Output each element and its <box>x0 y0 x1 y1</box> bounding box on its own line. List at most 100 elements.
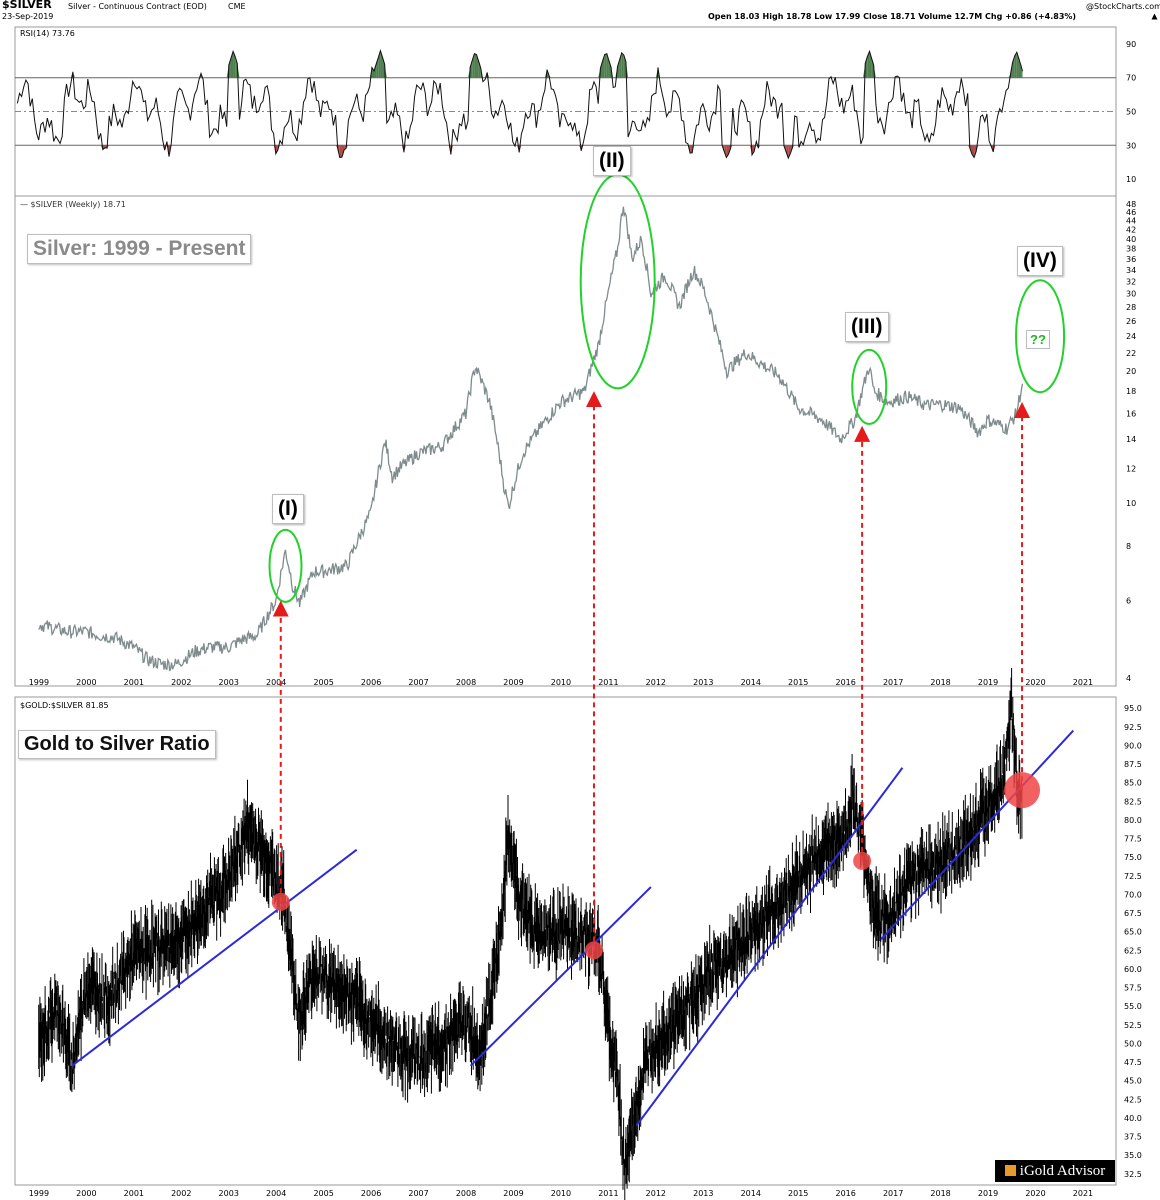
price-y-tick: 32 <box>1126 277 1136 286</box>
rsi-y-tick: 70 <box>1126 74 1136 83</box>
brand-square-icon <box>1004 1165 1016 1176</box>
header-date: 23-Sep-2019 <box>2 12 54 21</box>
rsi-overbought-fill <box>1014 52 1017 78</box>
ratio-x-tick: 2002 <box>171 1189 191 1198</box>
ratio-x-tick: 2012 <box>646 1189 666 1198</box>
ratio-y-tick: 60.0 <box>1124 965 1142 974</box>
ratio-x-tick: 2014 <box>741 1189 761 1198</box>
price-x-tick: 2017 <box>883 678 903 687</box>
wave-label-4: (IV) <box>1017 246 1063 276</box>
price-x-tick: 2014 <box>741 678 761 687</box>
ratio-x-tick: 2016 <box>835 1189 855 1198</box>
price-x-tick: 2004 <box>266 678 286 687</box>
price-y-tick: 40 <box>1126 235 1136 244</box>
rsi-overbought-fill <box>382 57 385 78</box>
ratio-y-tick: 90.0 <box>1124 741 1142 750</box>
ratio-x-tick: 2000 <box>76 1189 96 1198</box>
ratio-x-tick: 2007 <box>408 1189 428 1198</box>
ratio-x-tick: 2009 <box>503 1189 523 1198</box>
rsi-y-tick: 50 <box>1126 108 1136 117</box>
ellipse-wave-4 <box>1015 279 1066 394</box>
price-x-tick: 2019 <box>978 678 998 687</box>
price-y-tick: 44 <box>1126 217 1136 226</box>
price-y-tick: 26 <box>1126 317 1136 326</box>
header-description: Silver - Continuous Contract (EOD) <box>68 2 207 11</box>
ratio-bar-path <box>38 667 1023 1200</box>
price-x-tick: 2015 <box>788 678 808 687</box>
ratio-y-tick: 50.0 <box>1124 1039 1142 1048</box>
price-x-tick: 2000 <box>76 678 96 687</box>
ratio-y-tick: 47.5 <box>1124 1058 1142 1067</box>
ratio-y-tick: 75.0 <box>1124 853 1142 862</box>
ratio-trendline-2 <box>469 886 652 1067</box>
ratio-y-tick: 85.0 <box>1124 779 1142 788</box>
price-y-tick: 8 <box>1126 542 1131 551</box>
header-source[interactable]: @StockCharts.com <box>1086 2 1160 11</box>
ratio-trendline-3 <box>635 767 904 1126</box>
rsi-y-tick: 90 <box>1126 40 1136 49</box>
ratio-y-tick: 52.5 <box>1124 1021 1142 1030</box>
price-x-tick: 2005 <box>313 678 333 687</box>
rsi-overbought-fill <box>608 60 612 78</box>
rsi-overbought-fill <box>478 61 481 78</box>
ratio-y-tick: 72.5 <box>1124 872 1142 881</box>
ratio-y-tick: 92.5 <box>1124 723 1142 732</box>
rsi-y-tick: 30 <box>1126 141 1136 150</box>
rsi-oversold-fill <box>786 145 789 159</box>
price-y-tick: 46 <box>1126 208 1136 217</box>
ratio-x-tick: 2015 <box>788 1189 808 1198</box>
price-y-tick: 36 <box>1126 255 1136 264</box>
rsi-oversold-fill <box>788 145 791 159</box>
price-x-tick: 2020 <box>1025 678 1045 687</box>
price-y-tick: 28 <box>1126 303 1136 312</box>
ellipse-wave-2 <box>579 173 656 390</box>
ratio-y-tick: 45.0 <box>1124 1077 1142 1086</box>
ratio-y-tick: 32.5 <box>1124 1170 1142 1179</box>
price-y-tick: 14 <box>1126 435 1136 444</box>
rsi-oversold-fill <box>690 145 693 154</box>
rsi-oversold-fill <box>724 145 727 158</box>
up-triangle-icon <box>1151 13 1158 20</box>
price-x-tick: 2001 <box>124 678 144 687</box>
ratio-x-tick: 1999 <box>29 1189 49 1198</box>
price-x-tick: 2010 <box>551 678 571 687</box>
rsi-overbought-fill <box>604 53 607 78</box>
rsi-overbought-fill <box>474 53 477 78</box>
ratio-x-tick: 2017 <box>883 1189 903 1198</box>
wave-label-2: (II) <box>593 146 631 176</box>
ratio-y-tick: 57.5 <box>1124 984 1142 993</box>
ratio-trendline-1 <box>71 848 358 1067</box>
price-y-tick: 30 <box>1126 290 1136 299</box>
price-x-tick: 2003 <box>219 678 239 687</box>
price-y-tick: 18 <box>1126 387 1136 396</box>
ratio-x-tick: 2008 <box>456 1189 476 1198</box>
rsi-overbought-fill <box>470 60 473 78</box>
price-y-tick: 42 <box>1126 225 1136 234</box>
rsi-overbought-fill <box>600 61 603 78</box>
price-y-tick: 22 <box>1126 349 1136 358</box>
ellipse-wave-3 <box>851 348 888 425</box>
ratio-marker-4 <box>1004 772 1041 809</box>
ratio-x-tick: 2011 <box>598 1189 618 1198</box>
brand-text: iGold Advisor <box>1019 1163 1106 1179</box>
price-y-tick: 20 <box>1126 367 1136 376</box>
ratio-x-tick: 2018 <box>930 1189 950 1198</box>
ratio-y-tick: 82.5 <box>1124 797 1142 806</box>
price-x-tick: 2002 <box>171 678 191 687</box>
ratio-x-tick: 2004 <box>266 1189 286 1198</box>
ratio-y-tick: 42.5 <box>1124 1095 1142 1104</box>
brand-logo: iGold Advisor <box>995 1160 1115 1182</box>
price-y-tick: 6 <box>1126 597 1131 606</box>
ratio-x-tick: 2006 <box>361 1189 381 1198</box>
rsi-overbought-fill <box>233 51 236 78</box>
ratio-y-tick: 87.5 <box>1124 760 1142 769</box>
price-y-tick: 38 <box>1126 245 1136 254</box>
ellipse-wave-1 <box>268 528 303 603</box>
rsi-oversold-fill <box>275 145 278 154</box>
ratio-x-tick: 2013 <box>693 1189 713 1198</box>
ratio-x-tick: 2020 <box>1025 1189 1045 1198</box>
rsi-panel-label: RSI(14) 73.76 <box>20 29 75 38</box>
ratio-panel-label: $GOLD:$SILVER 81.85 <box>20 701 109 710</box>
price-x-tick: 2007 <box>408 678 428 687</box>
